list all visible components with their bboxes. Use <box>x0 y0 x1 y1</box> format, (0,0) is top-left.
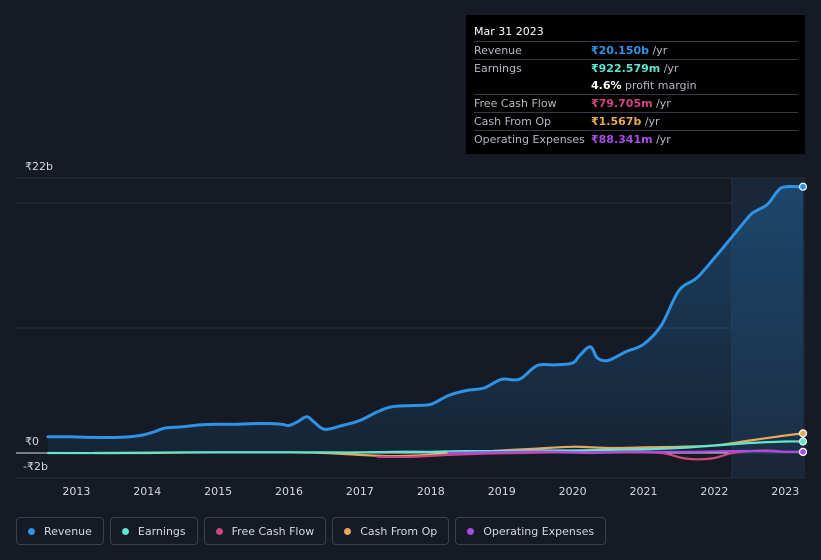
tooltip-panel: Mar 31 2023 Revenue ₹20.150b /yr Earnings ₹… <box>466 15 805 154</box>
x-tick-label: 2019 <box>488 485 516 498</box>
y-tick-label: ₹0 <box>25 435 39 448</box>
earnings-end-marker <box>798 437 808 446</box>
x-tick-label: 2017 <box>346 485 374 498</box>
tooltip-row: Revenue ₹20.150b /yr <box>474 41 798 59</box>
legend-dot-icon <box>467 527 475 535</box>
tooltip-row: Free Cash Flow ₹79.705m /yr <box>474 94 798 112</box>
legend-label: Earnings <box>137 524 186 538</box>
tooltip-row-label: Free Cash Flow <box>474 97 557 110</box>
x-tick-label: 2016 <box>275 485 303 498</box>
series-end-markers <box>798 182 808 457</box>
operating-expenses-line <box>447 449 805 455</box>
legend-label: Revenue <box>44 524 92 538</box>
legend-item[interactable]: Revenue <box>16 517 104 545</box>
legend-dot-icon <box>28 527 35 535</box>
tooltip-row-value: 4.6% <box>591 79 622 92</box>
tooltip-row-unit: profit margin <box>621 79 697 92</box>
legend: Revenue Earnings Free Cash Flow Cash From O… <box>16 517 607 545</box>
operating-expenses-end-marker <box>798 447 808 456</box>
tooltip-row-label <box>474 77 591 94</box>
tooltip-row: Operating Expenses ₹88.341m /yr <box>474 130 798 148</box>
tooltip-row-label: Cash From Op <box>474 115 552 128</box>
tooltip-row-unit: /yr <box>660 62 679 75</box>
revenue-area <box>48 186 803 453</box>
cash-from-op-end-marker <box>798 429 808 438</box>
legend-label: Cash From Op <box>360 524 438 538</box>
revenue-area <box>48 186 803 453</box>
tooltip-row-value: ₹922.579m <box>591 62 661 75</box>
legend-item[interactable]: Operating Expenses <box>455 517 607 545</box>
y-tick-label: ₹22b <box>25 160 53 173</box>
y-tick-label: -₹2b <box>23 460 48 473</box>
tooltip-row-label: Operating Expenses <box>474 133 585 146</box>
tooltip-row-value: ₹20.150b <box>591 44 649 57</box>
tooltip-row-value: ₹88.341m <box>591 133 653 146</box>
revenue-end-marker <box>798 182 808 191</box>
tooltip-row-label: Earnings <box>474 62 522 75</box>
revenue-line <box>46 184 805 440</box>
legend-item[interactable]: Cash From Op <box>332 517 450 545</box>
legend-label: Operating Expenses <box>483 524 595 538</box>
tooltip-row-value: ₹1.567b <box>591 115 642 128</box>
y-axis-labels: ₹22b ₹0 -₹2b <box>23 160 53 473</box>
legend-dot-icon <box>344 527 352 535</box>
x-tick-label: 2014 <box>133 485 161 498</box>
tooltip-row-unit: /yr <box>648 44 668 57</box>
legend-dot-icon <box>215 527 223 535</box>
x-tick-label: 2022 <box>700 485 728 498</box>
tooltip-row-label: Revenue <box>474 44 522 57</box>
tooltip-row: Earnings ₹922.579m /yr <box>474 59 798 77</box>
tooltip-date: Mar 31 2023 <box>474 25 544 38</box>
x-tick-label: 2015 <box>204 485 232 498</box>
tooltip-row-value: ₹79.705m <box>591 97 653 110</box>
tooltip-row: Cash From Op ₹1.567b /yr <box>474 112 798 130</box>
series-lines <box>46 184 805 461</box>
x-tick-label: 2020 <box>559 485 587 498</box>
tooltip-row: 4.6% profit margin <box>474 77 798 94</box>
tooltip-row-unit: /yr <box>652 133 671 146</box>
legend-item[interactable]: Earnings <box>109 517 198 545</box>
legend-item[interactable]: Free Cash Flow <box>203 517 327 545</box>
x-tick-label: 2018 <box>417 485 445 498</box>
x-tick-label: 2013 <box>62 485 90 498</box>
x-axis-labels: 2013 2014 2015 2016 2017 2018 2019 2020 2021 2022… <box>62 485 799 498</box>
tooltip-row-unit: /yr <box>652 97 671 110</box>
x-tick-label: 2021 <box>629 485 657 498</box>
legend-label: Free Cash Flow <box>231 524 315 538</box>
x-tick-label: 2023 <box>771 485 799 498</box>
legend-dot-icon <box>121 527 129 535</box>
tooltip-row-unit: /yr <box>641 115 660 128</box>
